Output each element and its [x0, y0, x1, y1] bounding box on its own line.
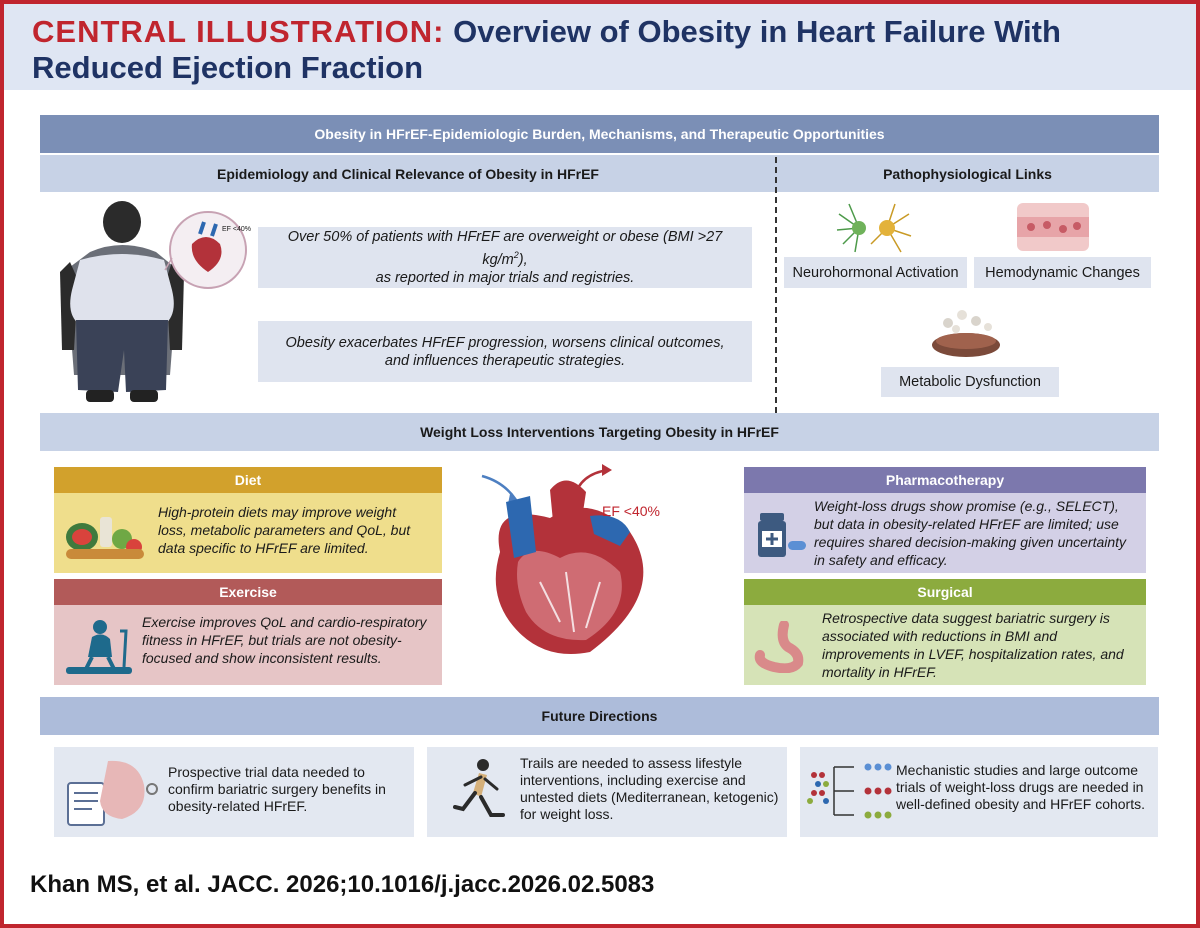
diet-text: High-protein diets may improve weight lo…: [158, 504, 411, 556]
exercise-card: Exercise Exercise improves QoL and cardi…: [54, 579, 442, 685]
pharma-text: Weight-loss drugs show promise (e.g., SE…: [814, 498, 1127, 568]
diet-card: Diet High-protein diets may improve weig…: [54, 467, 442, 573]
diet-title: Diet: [54, 467, 442, 493]
neuron-icon: [836, 203, 912, 253]
patho-metabolic: Metabolic Dysfunction: [881, 367, 1059, 397]
blood-vessel-icon: [1017, 203, 1089, 251]
fact1-superscript: 2: [513, 250, 519, 261]
exercise-title: Exercise: [54, 579, 442, 605]
ef-badge-small: EF <40%: [222, 226, 251, 233]
page-title: CENTRAL ILLUSTRATION: Overview of Obesit…: [32, 14, 1172, 86]
runner-icon: [453, 759, 505, 817]
epidemiology-fact-2: Obesity exacerbates HFrEF progression, w…: [258, 321, 752, 382]
future-text-2: Trails are needed to assess lifestyle in…: [520, 755, 779, 822]
heart-icon: [481, 464, 644, 654]
person-silhouette-icon: [60, 201, 247, 402]
stomach-icon: [754, 621, 804, 673]
heart-ef-label: EF <40%: [602, 503, 660, 519]
fact1-text: Over 50% of patients with HFrEF are over…: [287, 229, 723, 268]
exercise-text: Exercise improves QoL and cardio-respira…: [142, 614, 427, 666]
patho-header: Pathophysiological Links: [776, 155, 1159, 192]
surgical-card: Surgical Retrospective data suggest bari…: [744, 579, 1146, 685]
title-rest: Overview of Obesity in Heart Failure Wit…: [32, 14, 1061, 85]
top-band: Obesity in HFrEF-Epidemiologic Burden, M…: [40, 115, 1159, 153]
future-header: Future Directions: [40, 697, 1159, 735]
future-item-3: Mechanistic studies and large outcome tr…: [800, 747, 1158, 837]
surgery-data-icon: [67, 760, 158, 826]
title-lead: CENTRAL ILLUSTRATION:: [32, 14, 445, 49]
surgical-text: Retrospective data suggest bariatric sur…: [822, 610, 1124, 680]
patho-hemodynamic: Hemodynamic Changes: [974, 257, 1151, 288]
weight-loss-header: Weight Loss Interventions Targeting Obes…: [40, 413, 1159, 451]
surgical-title: Surgical: [744, 579, 1146, 605]
treadmill-icon: [66, 620, 132, 674]
header: CENTRAL ILLUSTRATION: Overview of Obesit…: [4, 4, 1196, 90]
mitochondria-icon: [932, 310, 1000, 357]
trial-cohorts-icon: [807, 763, 892, 819]
pharma-title: Pharmacotherapy: [744, 467, 1146, 493]
citation: Khan MS, et al. JACC. 2026;10.1016/j.jac…: [30, 871, 655, 898]
fact1-close: ),: [518, 251, 528, 268]
future-text-3: Mechanistic studies and large outcome tr…: [896, 762, 1145, 812]
food-icon: [66, 517, 144, 559]
pharma-card: Pharmacotherapy Weight-loss drugs show p…: [744, 467, 1146, 573]
section-divider: [775, 157, 777, 413]
future-item-2: Trails are needed to assess lifestyle in…: [427, 747, 787, 837]
patho-neurohormonal: Neurohormonal Activation: [784, 257, 967, 288]
epidemiology-fact-1: Over 50% of patients with HFrEF are over…: [258, 227, 752, 288]
epidemiology-header: Epidemiology and Clinical Relevance of O…: [40, 155, 776, 192]
fact1-line2: as reported in major trials and registri…: [375, 269, 635, 286]
future-text-1: Prospective trial data needed to confirm…: [168, 764, 386, 814]
pill-bottle-icon: [758, 513, 806, 557]
future-item-1: Prospective trial data needed to confirm…: [54, 747, 414, 837]
